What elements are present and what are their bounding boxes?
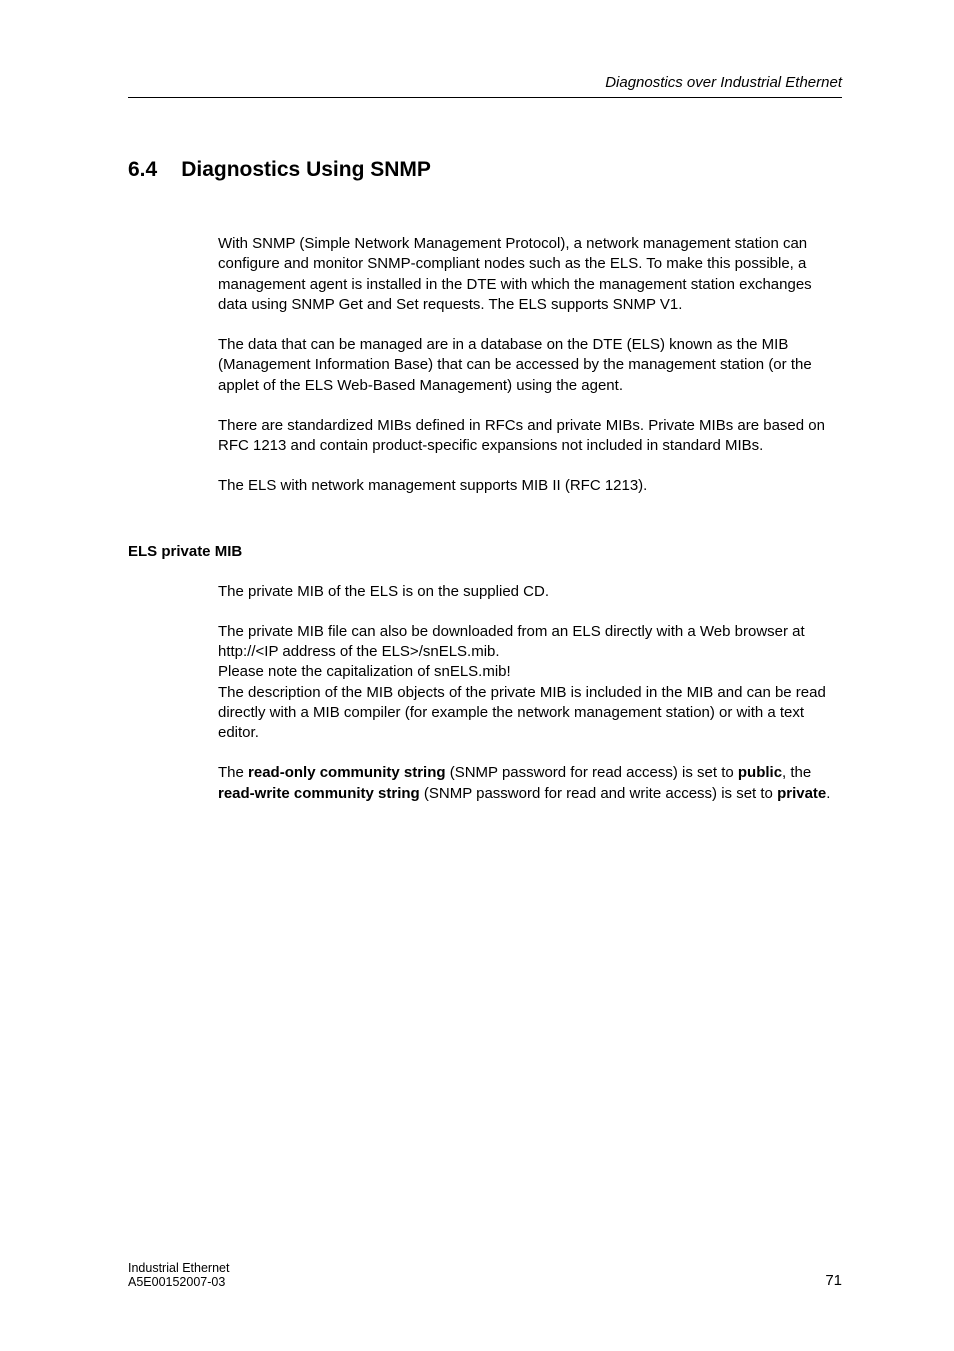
page-number: 71	[825, 1272, 842, 1289]
footer-left: Industrial Ethernet A5E00152007-03	[128, 1261, 229, 1289]
section-title: Diagnostics Using SNMP	[181, 158, 431, 182]
section-heading: 6.4 Diagnostics Using SNMP	[128, 158, 842, 182]
paragraph: The data that can be managed are in a da…	[218, 335, 842, 396]
text-line: Please note the capitalization of snELS.…	[218, 663, 511, 680]
page: Diagnostics over Industrial Ethernet 6.4…	[0, 0, 954, 1351]
bold-text: public	[738, 764, 782, 781]
section-body: With SNMP (Simple Network Management Pro…	[218, 234, 842, 497]
bold-text: private	[777, 785, 826, 802]
footer-line1: Industrial Ethernet	[128, 1261, 229, 1275]
section-number: 6.4	[128, 158, 157, 182]
running-header: Diagnostics over Industrial Ethernet	[128, 74, 842, 97]
text-run: (SNMP password for read access) is set t…	[446, 764, 738, 781]
text-line: The private MIB file can also be downloa…	[218, 623, 805, 660]
text-run: , the	[782, 764, 811, 781]
footer-line2: A5E00152007-03	[128, 1275, 229, 1289]
bold-text: read-only community string	[248, 764, 446, 781]
paragraph: The private MIB of the ELS is on the sup…	[218, 582, 842, 602]
paragraph: The read-only community string (SNMP pas…	[218, 763, 842, 804]
paragraph: The private MIB file can also be downloa…	[218, 622, 842, 744]
text-run: (SNMP password for read and write access…	[420, 785, 777, 802]
bold-text: read-write community string	[218, 785, 420, 802]
text-run: .	[826, 785, 830, 802]
paragraph: With SNMP (Simple Network Management Pro…	[218, 234, 842, 315]
paragraph: The ELS with network management supports…	[218, 476, 842, 496]
subsection-body: The private MIB of the ELS is on the sup…	[218, 582, 842, 804]
header-rule	[128, 97, 842, 98]
subsection-heading: ELS private MIB	[128, 543, 842, 560]
paragraph: There are standardized MIBs defined in R…	[218, 416, 842, 457]
text-line: The description of the MIB objects of th…	[218, 684, 826, 742]
text-run: The	[218, 764, 248, 781]
page-footer: Industrial Ethernet A5E00152007-03 71	[128, 1261, 842, 1289]
